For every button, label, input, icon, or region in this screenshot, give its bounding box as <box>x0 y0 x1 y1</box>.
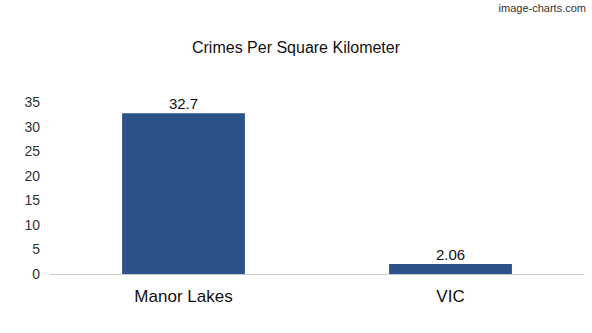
svg-text:5: 5 <box>32 241 40 257</box>
svg-text:Manor Lakes: Manor Lakes <box>134 287 232 306</box>
svg-text:30: 30 <box>24 119 40 135</box>
svg-text:2.06: 2.06 <box>436 246 465 263</box>
svg-text:20: 20 <box>24 168 40 184</box>
svg-text:image-charts.com: image-charts.com <box>499 2 586 14</box>
svg-text:10: 10 <box>24 217 40 233</box>
svg-text:25: 25 <box>24 143 40 159</box>
svg-text:35: 35 <box>24 94 40 110</box>
svg-text:Crimes Per Square Kilometer: Crimes Per Square Kilometer <box>192 39 401 56</box>
svg-text:15: 15 <box>24 192 40 208</box>
svg-text:32.7: 32.7 <box>169 95 198 112</box>
svg-text:VIC: VIC <box>436 287 464 306</box>
svg-text:0: 0 <box>32 266 40 282</box>
